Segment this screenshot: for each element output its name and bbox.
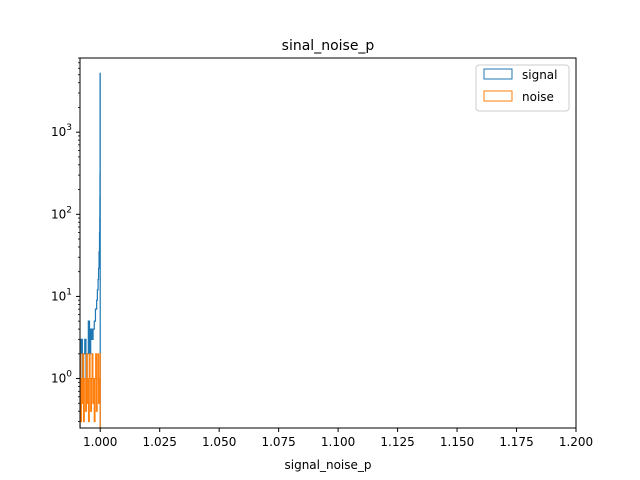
legend-box — [475, 64, 570, 112]
x-tick-label: 1.025 — [143, 435, 177, 449]
y-tick-label: 100 — [51, 370, 72, 386]
y-axis: 100 101 102 103 — [51, 57, 80, 422]
legend-label-noise: noise — [522, 90, 554, 104]
y-tick-label: 103 — [51, 123, 72, 139]
plot-frame — [79, 57, 577, 429]
legend: signal noise — [475, 64, 570, 112]
x-tick-label: 1.175 — [499, 435, 533, 449]
x-tick-label: 1.125 — [380, 435, 414, 449]
legend-label-signal: signal — [522, 68, 558, 82]
x-tick-label: 1.000 — [83, 435, 117, 449]
series-signal — [80, 72, 101, 428]
y-tick-label: 102 — [51, 205, 72, 221]
x-tick-label: 1.100 — [321, 435, 355, 449]
x-tick-label: 1.050 — [202, 435, 236, 449]
legend-swatch-signal — [483, 68, 513, 80]
series-noise — [80, 353, 101, 428]
x-tick-label: 1.075 — [261, 435, 295, 449]
x-tick-label: 1.200 — [559, 435, 593, 449]
x-axis: 1.000 1.025 1.050 1.075 1.100 1.125 1.150 1.175… — [83, 428, 593, 449]
legend-swatch-noise — [483, 90, 513, 102]
series-layer — [80, 72, 101, 428]
chart-title: sinal_noise_p — [282, 38, 375, 54]
x-tick-label: 1.150 — [440, 435, 474, 449]
x-axis-label: signal_noise_p — [284, 458, 371, 472]
y-tick-label: 101 — [51, 287, 72, 303]
